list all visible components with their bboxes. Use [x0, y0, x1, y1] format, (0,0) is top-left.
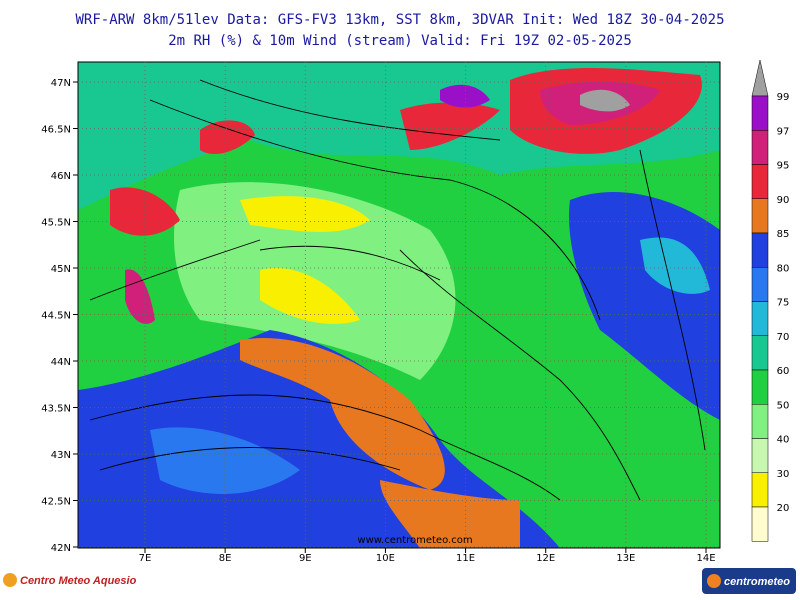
colorbar-segment: [751, 472, 769, 508]
lat-label: 44N: [51, 357, 71, 368]
lat-label: 47N: [51, 78, 71, 89]
streamlines: [89, 79, 706, 501]
colorbar-label: 90: [777, 195, 790, 206]
lat-label: 42.5N: [41, 497, 71, 508]
colorbar-segment: [751, 506, 769, 542]
colorbar-label: 97: [777, 126, 790, 137]
colorbar-label: 70: [777, 332, 790, 343]
lat-label: 43.5N: [41, 404, 71, 415]
lon-label: 12E: [536, 553, 555, 564]
colorbar-label: 30: [777, 469, 790, 480]
lon-label: 13E: [616, 553, 635, 564]
right-logo-box: [702, 568, 796, 594]
lat-label: 45N: [51, 264, 71, 275]
rh-field: [78, 62, 720, 548]
colorbar-segment: [751, 198, 769, 234]
colorbar-segment: [751, 95, 769, 131]
lon-label: 10E: [376, 553, 395, 564]
lat-label: 43N: [51, 450, 71, 461]
colorbar-label: 40: [777, 435, 790, 446]
colorbar-segment: [751, 232, 769, 268]
colorbar-segment: [751, 164, 769, 199]
lat-label: 44.5N: [41, 311, 71, 322]
colorbar-segment: [751, 369, 769, 405]
colorbar-label: 50: [777, 400, 790, 411]
colorbar-label: 20: [777, 503, 790, 514]
colorbar-segment: [751, 130, 769, 165]
lon-label: 14E: [696, 553, 715, 564]
right-logo-icon: [707, 574, 721, 588]
colorbar-label: 75: [777, 298, 790, 309]
colorbar-label: 80: [777, 263, 790, 274]
colorbar-segment: [751, 335, 769, 371]
map-frame: [77, 61, 721, 549]
colorbar-label: 85: [777, 229, 790, 240]
watermark: www.centrometeo.com: [357, 535, 472, 546]
lon-label: 8E: [219, 553, 232, 564]
left-logo-icon: [3, 573, 17, 587]
lat-label: 46N: [51, 171, 71, 182]
header-line-2: 2m RH (%) & 10m Wind (stream) Valid: Fri…: [168, 33, 632, 49]
lon-label: 7E: [139, 553, 152, 564]
right-logo: centrometeo: [724, 576, 790, 588]
colorbar-top-triangle: [751, 59, 769, 97]
colorbar-label: 99: [777, 92, 790, 103]
colorbar-segment: [751, 404, 769, 439]
lon-label: 9E: [299, 553, 312, 564]
lat-label: 42N: [51, 543, 71, 554]
colorbar-segment: [751, 438, 769, 473]
left-logo: Centro Meteo Aquesio: [20, 575, 137, 587]
colorbar-label: 60: [777, 366, 790, 377]
colorbar-label: 95: [777, 161, 790, 172]
colorbar-segment: [751, 267, 769, 302]
colorbar-segment: [751, 301, 769, 336]
lat-label: 46.5N: [41, 125, 71, 136]
header-line-1: WRF-ARW 8km/51lev Data: GFS-FV3 13km, SS…: [75, 12, 724, 28]
lon-label: 11E: [456, 553, 475, 564]
lat-label: 45.5N: [41, 218, 71, 229]
